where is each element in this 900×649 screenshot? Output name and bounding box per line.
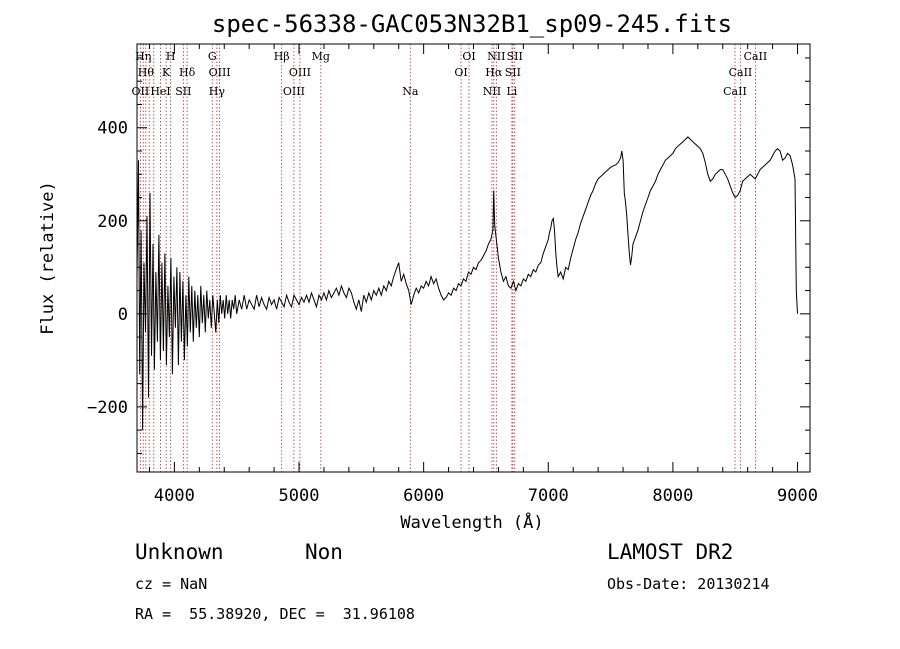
line-marker-label: CaII — [723, 85, 747, 98]
x-axis-label: Wavelength (Å) — [400, 511, 543, 533]
x-tick-label: 8000 — [652, 486, 693, 506]
redshift-value: cz = NaN — [135, 575, 207, 593]
observation-date: Obs-Date: 20130214 — [607, 575, 770, 593]
chart-title: spec-56338-GAC053N32B1_sp09-245.fits — [212, 10, 732, 38]
line-marker-label: OI — [462, 50, 475, 63]
line-marker-label: H — [166, 50, 176, 63]
line-marker-label: Hα — [485, 66, 503, 79]
survey-name: LAMOST DR2 — [607, 540, 733, 564]
y-tick-label: 200 — [97, 212, 128, 232]
object-subclass: Non — [305, 540, 343, 564]
line-marker-label: Mg — [312, 50, 330, 63]
line-marker-label: Hδ — [179, 66, 196, 79]
x-tick-label: 7000 — [528, 486, 569, 506]
line-marker-label: G — [208, 50, 217, 63]
line-marker-label: SII — [505, 66, 521, 79]
line-marker-label: OIII — [289, 66, 311, 79]
line-marker-label: HeI — [150, 85, 170, 98]
plot-frame — [136, 43, 811, 473]
y-tick-label: 0 — [118, 305, 128, 325]
y-tick-label: 400 — [97, 119, 128, 139]
x-tick-label: 6000 — [403, 486, 444, 506]
axis-ticks: 4000 5000 6000 7000 8000 9000 −200 0 200 400 — [87, 44, 818, 506]
x-tick-label: 9000 — [777, 486, 818, 506]
spectrum-series-line — [136, 136, 798, 431]
line-marker-label: Hβ — [274, 50, 290, 63]
y-tick-label: −200 — [87, 398, 128, 418]
line-marker-label: SII — [507, 50, 523, 63]
line-marker-label: OIII — [283, 85, 305, 98]
line-marker-label: Na — [402, 85, 419, 98]
line-marker-label: NII — [487, 50, 505, 63]
object-class: Unknown — [135, 540, 224, 564]
emission-line-labels: OIIHηHθHeIKHSIIHδGHγOIIIHβOIIIOIIIMgNaOI… — [132, 50, 768, 98]
line-marker-label: K — [162, 66, 171, 79]
line-marker-label: OII — [132, 85, 150, 98]
line-marker-label: Hθ — [138, 66, 155, 79]
line-marker-label: OI — [454, 66, 467, 79]
line-marker-label: NII — [483, 85, 501, 98]
y-axis-label: Flux (relative) — [38, 181, 58, 335]
line-marker-label: Hη — [135, 50, 151, 63]
line-marker-label: OIII — [209, 66, 231, 79]
line-marker-label: CaII — [744, 50, 768, 63]
coordinates: RA = 55.38920, DEC = 31.96108 — [135, 605, 415, 623]
x-tick-label: 4000 — [154, 486, 195, 506]
line-marker-label: CaII — [729, 66, 753, 79]
line-marker-label: SII — [175, 85, 191, 98]
line-marker-label: Li — [506, 85, 517, 98]
x-tick-label: 5000 — [279, 486, 320, 506]
emission-line-markers — [139, 44, 756, 472]
line-marker-label: Hγ — [209, 85, 226, 98]
